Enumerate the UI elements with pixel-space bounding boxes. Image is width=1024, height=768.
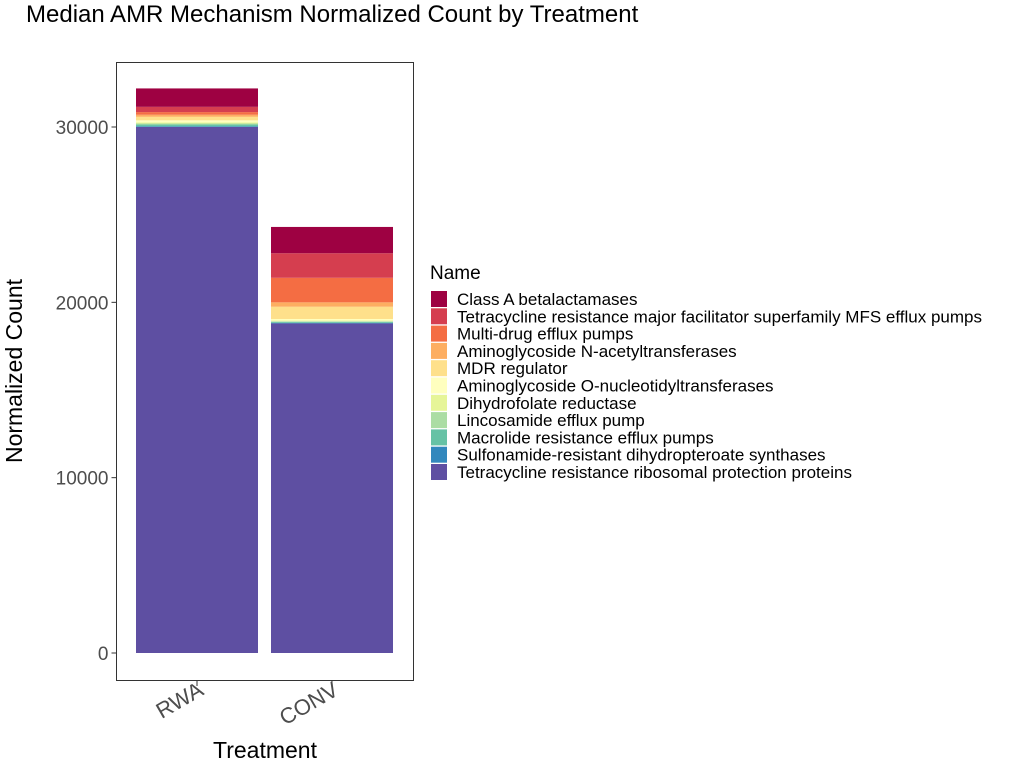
legend-item: Macrolide resistance efflux pumps — [431, 428, 714, 447]
bar-segment-rwa-3: Lincosamide efflux pump: 60 — [136, 123, 258, 125]
y-tick-label: 10000 — [56, 469, 109, 490]
bar-segment-rwa-7: Aminoglycoside N-acetyltransferases: 120 — [136, 114, 258, 117]
bar-stack-conv: Tetracycline resistance ribosomal protec… — [271, 226, 393, 653]
legend-title: Name — [430, 263, 481, 284]
bar-segment-conv-5: Aminoglycoside O-nucleotidyltransferases… — [271, 318, 393, 321]
bar-segment-conv-1: Sulfonamide-resistant dihydropteroate sy… — [271, 322, 393, 324]
legend: Name Class A betalactamasesTetracycline … — [430, 263, 982, 482]
legend-swatch — [431, 360, 447, 377]
legend-label: Lincosamide efflux pump — [457, 411, 645, 430]
y-tick-label: 0 — [98, 644, 109, 665]
legend-label: Class A betalactamases — [457, 290, 637, 309]
y-axis-title: Normalized Count — [1, 278, 27, 463]
bar-segment-rwa-8: Multi-drug efflux pumps: 150 — [136, 112, 258, 115]
bar-segment-rwa-1: Sulfonamide-resistant dihydropteroate sy… — [136, 126, 258, 127]
y-tick-label: 30000 — [56, 118, 109, 139]
legend-swatch — [431, 412, 447, 429]
x-axis: RWA CONV — [152, 677, 343, 731]
legend-swatch — [431, 291, 447, 307]
legend-swatch — [431, 308, 447, 325]
legend-label: Macrolide resistance efflux pumps — [457, 428, 714, 447]
legend-label: Aminoglycoside O-nucleotidyltransferases — [457, 377, 774, 396]
legend-item: Aminoglycoside O-nucleotidyltransferases — [431, 377, 774, 396]
bar-segment-rwa-5: Aminoglycoside O-nucleotidyltransferases… — [136, 120, 258, 123]
x-axis-title: Treatment — [213, 737, 318, 763]
legend-swatch — [431, 446, 447, 463]
legend-label: Tetracycline resistance major facilitato… — [457, 307, 982, 326]
legend-label: Multi-drug efflux pumps — [457, 325, 633, 344]
bars-layer: Tetracycline resistance ribosomal protec… — [136, 88, 393, 653]
chart-title: Median AMR Mechanism Normalized Count by… — [26, 1, 639, 28]
bar-segment-conv-6: MDR regulator: 700 — [271, 306, 393, 319]
y-tick-label: 20000 — [56, 293, 109, 314]
x-tick-label-conv: CONV — [275, 677, 343, 731]
bar-segment-conv-8: Multi-drug efflux pumps: 1400 — [271, 277, 393, 303]
legend-item: MDR regulator — [431, 359, 568, 378]
x-tick-label-rwa: RWA — [152, 677, 208, 724]
legend-swatch — [431, 377, 447, 394]
bar-segment-conv-7: Aminoglycoside N-acetyltransferases: 250 — [271, 302, 393, 307]
legend-item: Lincosamide efflux pump — [431, 411, 645, 430]
bar-segment-rwa-0: Tetracycline resistance ribosomal protec… — [136, 127, 258, 653]
bar-segment-rwa-10: Class A betalactamases: 1050 — [136, 88, 258, 107]
legend-item: Tetracycline resistance major facilitato… — [431, 307, 982, 326]
legend-swatch — [431, 394, 447, 411]
bar-segment-rwa-4: Dihydrofolate reductase: 60 — [136, 122, 258, 124]
bar-segment-conv-10: Class A betalactamases: 1500 — [271, 226, 393, 254]
bar-segment-conv-3: Lincosamide efflux pump: 30 — [271, 321, 393, 322]
legend-label: Dihydrofolate reductase — [457, 394, 637, 413]
legend-item: Sulfonamide-resistant dihydropteroate sy… — [431, 446, 826, 465]
legend-label: Tetracycline resistance ribosomal protec… — [457, 463, 852, 482]
legend-swatch — [431, 429, 447, 446]
bar-segment-rwa-9: Tetracycline resistance major facilitato… — [136, 106, 258, 113]
bar-segment-rwa-6: MDR regulator: 200 — [136, 116, 258, 121]
bar-segment-conv-4: Dihydrofolate reductase: 40 — [271, 320, 393, 322]
y-axis: 0 10000 20000 30000 — [56, 118, 117, 665]
legend-swatch — [431, 325, 447, 342]
legend-item: Class A betalactamases — [431, 290, 637, 309]
legend-swatch — [431, 464, 447, 480]
legend-item: Tetracycline resistance ribosomal protec… — [431, 463, 852, 482]
bar-segment-conv-0: Tetracycline resistance ribosomal protec… — [271, 323, 393, 653]
legend-item: Aminoglycoside N-acetyltransferases — [431, 342, 737, 361]
bar-segment-conv-9: Tetracycline resistance major facilitato… — [271, 253, 393, 278]
legend-swatch — [431, 342, 447, 359]
bar-stack-rwa: Tetracycline resistance ribosomal protec… — [136, 88, 258, 653]
legend-item: Multi-drug efflux pumps — [431, 325, 633, 344]
bar-segment-rwa-2: Macrolide resistance efflux pumps: 100 — [136, 124, 258, 127]
bar-segment-conv-2: Macrolide resistance efflux pumps: 60 — [271, 321, 393, 323]
legend-label: MDR regulator — [457, 359, 568, 378]
legend-label: Aminoglycoside N-acetyltransferases — [457, 342, 737, 361]
legend-item: Dihydrofolate reductase — [431, 394, 637, 413]
legend-label: Sulfonamide-resistant dihydropteroate sy… — [457, 446, 826, 465]
